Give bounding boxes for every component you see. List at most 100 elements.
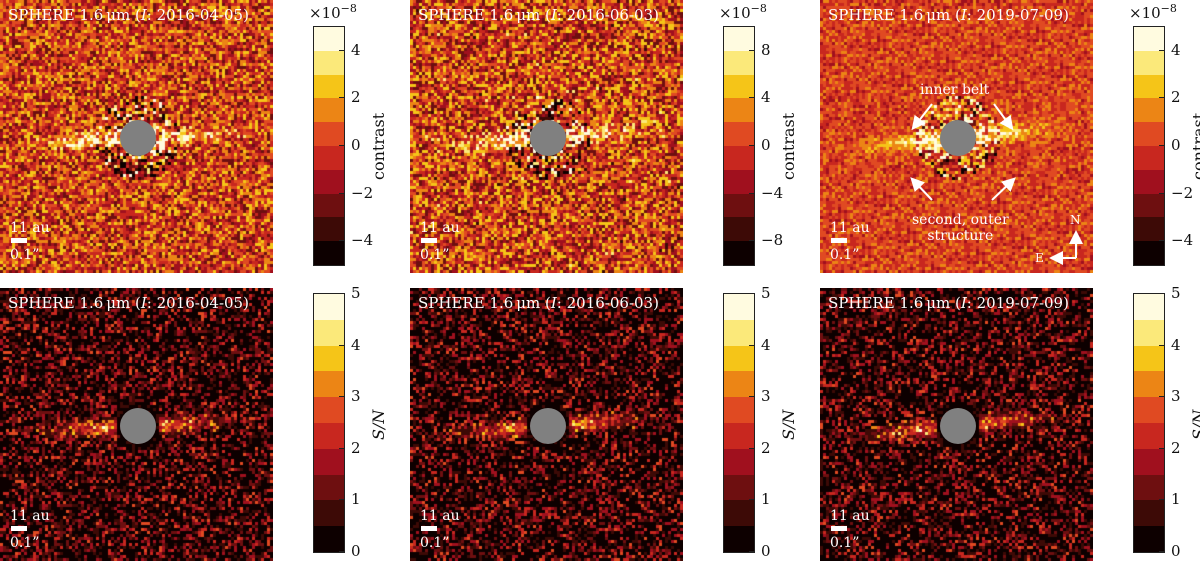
scale-bar: 11 au 0.1” xyxy=(420,508,460,551)
scale-bar: 11 au 0.1” xyxy=(420,220,460,263)
colorbar-segment xyxy=(724,122,754,146)
colorbar-tick-label: 8 xyxy=(761,40,771,59)
snr-colorbar xyxy=(723,293,755,553)
colorbar-segment xyxy=(314,345,344,372)
colorbar-segment xyxy=(724,98,754,123)
coronagraph-mask xyxy=(940,120,976,156)
colorbar-tick-label: 0 xyxy=(761,542,771,560)
colorbar-segment xyxy=(1134,526,1164,552)
colorbar-segment xyxy=(724,241,754,265)
colorbar-tick-label: 3 xyxy=(1171,387,1181,406)
colorbar-segment xyxy=(724,217,754,242)
scale-bar: 11 au 0.1” xyxy=(10,220,50,263)
panel-title: SPHERE 1.6 μm (I: 2016-04-05) xyxy=(8,6,249,24)
colorbar-segment xyxy=(1134,474,1164,501)
colorbar-tick-mark xyxy=(339,145,344,146)
colorbar-tick-label: 5 xyxy=(761,284,771,302)
colorbar-tick-mark xyxy=(1159,192,1164,194)
colorbar-tick-label: 1 xyxy=(761,490,771,509)
colorbar-segment xyxy=(724,145,754,170)
snr-map-2016-06-03: SPHERE 1.6 μm (I: 2016-06-03) 11 au 0.1” xyxy=(410,288,683,561)
scale-au-label: 11 au xyxy=(10,220,50,236)
colorbar-tick-mark xyxy=(749,396,754,398)
colorbar-tick-mark xyxy=(339,192,344,194)
colorbar-tick-label: 2 xyxy=(351,438,361,457)
colorbar-tick-label: 0 xyxy=(351,542,361,560)
colorbar-segment xyxy=(724,74,754,99)
colorbar-tick-label: 5 xyxy=(1171,284,1181,302)
colorbar-segment xyxy=(1134,448,1164,475)
colorbar-tick-label: −2 xyxy=(351,183,374,202)
scale-bar-line xyxy=(831,526,847,531)
contrast-map-2016-04-05: SPHERE 1.6 μm (I: 2016-04-05) 11 au 0.1” xyxy=(0,0,273,273)
colorbar-segment xyxy=(314,217,344,242)
colorbar-exponent: ×10−8 xyxy=(309,2,357,22)
colorbar-tick-mark xyxy=(339,293,344,294)
colorbar-segment xyxy=(314,98,344,123)
coronagraph-mask xyxy=(120,408,156,444)
colorbar-segment xyxy=(724,319,754,346)
colorbar-segment xyxy=(314,74,344,99)
colorbar-tick-mark xyxy=(1159,240,1164,242)
colorbar-exponent: ×10−8 xyxy=(1129,2,1177,22)
colorbar-segment xyxy=(1134,122,1164,146)
colorbar-segment xyxy=(724,169,754,194)
colorbar-tick-label: 4 xyxy=(351,335,361,354)
coronagraph-mask xyxy=(120,120,156,156)
panel-title: SPHERE 1.6 μm (I: 2016-04-05) xyxy=(8,294,249,312)
colorbar-segment xyxy=(1134,241,1164,265)
colorbar-segment xyxy=(1134,345,1164,372)
colorbar-tick-mark xyxy=(1159,49,1164,51)
colorbar-tick-label: 3 xyxy=(351,387,361,406)
colorbar-segment xyxy=(724,27,754,51)
colorbar-segment xyxy=(314,397,344,423)
colorbar-exponent: ×10−8 xyxy=(719,2,767,22)
scale-bar-line xyxy=(11,526,27,531)
snr-axis-label: S/N xyxy=(1189,409,1200,440)
colorbar-tick-label: 4 xyxy=(1171,335,1181,354)
panel-title: SPHERE 1.6 μm (I: 2019-07-09) xyxy=(828,294,1069,312)
colorbar-segment xyxy=(314,122,344,146)
colorbar-tick-label: 1 xyxy=(1171,490,1181,509)
scale-angle-label: 0.1” xyxy=(420,535,450,551)
contrast-axis-label: contrast xyxy=(779,112,798,180)
scale-angle-label: 0.1” xyxy=(10,535,40,551)
colorbar-tick-label: 5 xyxy=(351,284,361,302)
inner-belt-label: inner belt xyxy=(920,82,990,98)
colorbar-tick-mark xyxy=(1159,396,1164,398)
colorbar-segment xyxy=(724,526,754,552)
colorbar-segment xyxy=(1134,169,1164,194)
colorbar-segment xyxy=(724,397,754,423)
colorbar-segment xyxy=(314,294,344,320)
colorbar-tick-mark xyxy=(749,499,754,501)
colorbar-tick-mark xyxy=(749,145,754,146)
contrast-axis-label: contrast xyxy=(1189,112,1200,180)
colorbar-tick-mark xyxy=(339,551,344,552)
panel-title: SPHERE 1.6 μm (I: 2019-07-09) xyxy=(828,6,1069,24)
contrast-colorbar xyxy=(313,26,345,266)
colorbar-tick-label: 2 xyxy=(1171,88,1181,107)
colorbar-segment xyxy=(1134,422,1164,449)
colorbar-tick-label: 4 xyxy=(1171,40,1181,59)
panel-title: SPHERE 1.6 μm (I: 2016-06-03) xyxy=(418,6,659,24)
coronagraph-mask xyxy=(940,408,976,444)
colorbar-tick-mark xyxy=(1159,293,1164,294)
coronagraph-mask xyxy=(530,120,566,156)
colorbar-tick-mark xyxy=(339,396,344,398)
outer-structure-line1: second, outer xyxy=(912,212,1009,228)
colorbar-segment xyxy=(1134,193,1164,218)
colorbar-segment xyxy=(314,169,344,194)
colorbar-segment xyxy=(1134,145,1164,170)
scale-au-label: 11 au xyxy=(830,220,870,236)
colorbar-segment xyxy=(1134,217,1164,242)
snr-colorbar xyxy=(1133,293,1165,553)
snr-map-2016-04-05: SPHERE 1.6 μm (I: 2016-04-05) 11 au 0.1” xyxy=(0,288,273,561)
colorbar-tick-mark xyxy=(1159,145,1164,146)
colorbar-tick-mark xyxy=(749,344,754,346)
east-label: E xyxy=(1035,251,1044,265)
colorbar-segment xyxy=(314,474,344,501)
scale-bar-line xyxy=(421,238,437,243)
colorbar-segment xyxy=(314,319,344,346)
colorbar-segment xyxy=(724,500,754,527)
scale-angle-label: 0.1” xyxy=(420,247,450,263)
